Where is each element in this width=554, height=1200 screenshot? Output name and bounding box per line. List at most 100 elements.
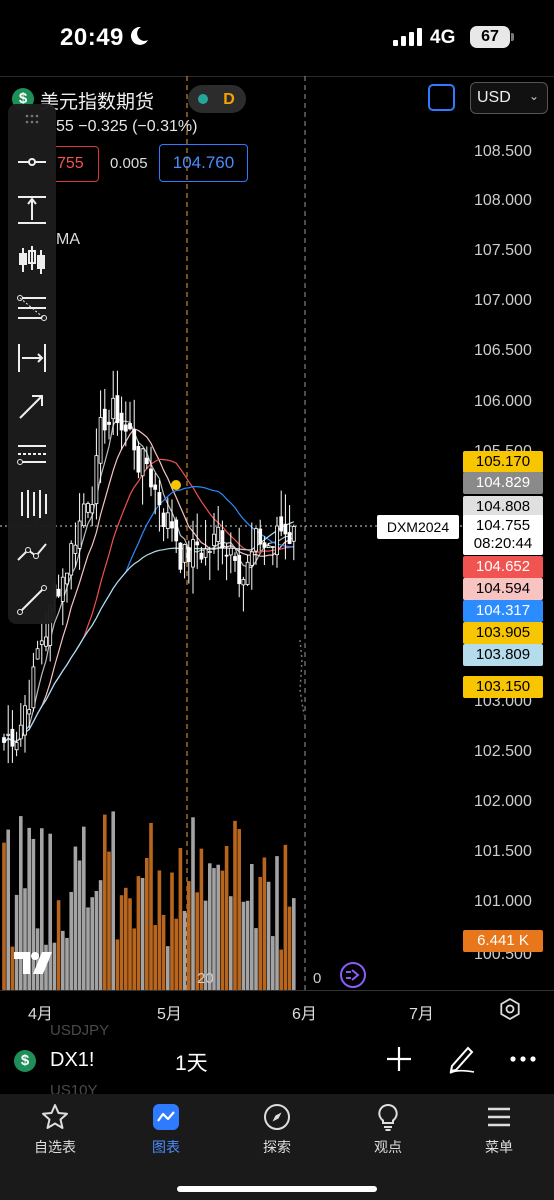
drag-handle-icon[interactable] <box>14 110 50 130</box>
pen-icon[interactable] <box>446 1042 478 1074</box>
price-axis-label: 101.000 <box>474 893 532 910</box>
trend-line-icon[interactable] <box>14 582 50 618</box>
volume-bar <box>266 881 271 990</box>
volume-bar <box>2 842 6 990</box>
volume-bar <box>191 817 195 990</box>
candle-body <box>279 516 284 532</box>
candle-body <box>216 526 221 542</box>
volume-bar <box>98 880 103 990</box>
tab-ideas[interactable]: 观点 <box>333 1094 443 1164</box>
volume-bar <box>132 928 136 990</box>
volume-bar <box>119 895 124 990</box>
candle-body <box>149 468 153 488</box>
candle-body <box>241 579 246 586</box>
fib-retracement-icon[interactable] <box>14 290 50 326</box>
volume-bars <box>2 811 296 990</box>
price-tag: 105.170 <box>463 451 543 473</box>
candle-body <box>69 543 74 576</box>
currency-select[interactable]: USD ⌄ <box>470 82 548 114</box>
candle-body <box>245 561 250 585</box>
volume-bar <box>61 930 65 990</box>
volume-bar <box>103 814 107 990</box>
tab-label: 探索 <box>263 1139 291 1155</box>
volume-bar <box>250 864 254 990</box>
tab-explore[interactable]: 探索 <box>222 1094 332 1164</box>
volume-bar <box>212 868 216 990</box>
time-label-may: 5月 <box>157 1006 182 1023</box>
symbol-title[interactable]: 美元指数期货 <box>40 92 155 113</box>
battery-tip <box>511 33 514 41</box>
volume-bar <box>14 894 19 990</box>
volume-bar <box>140 877 145 990</box>
volume-bar <box>136 876 141 990</box>
date-range-icon[interactable] <box>14 340 50 376</box>
pitchfork-icon[interactable] <box>14 486 50 522</box>
header-divider <box>0 76 554 77</box>
price-axis-label: 102.500 <box>474 743 532 760</box>
time-label-apr: 4月 <box>28 1006 53 1023</box>
symbol-code-button[interactable]: DX1! <box>50 1049 95 1071</box>
arrow-icon[interactable] <box>14 388 50 424</box>
candle-body <box>212 533 216 547</box>
horizontal-line-icon[interactable] <box>14 144 50 180</box>
candle-body <box>291 526 296 542</box>
candle-body <box>207 551 212 553</box>
market-status-pill[interactable]: D <box>188 85 246 113</box>
plus-icon[interactable] <box>384 1044 414 1074</box>
buy-price-button[interactable]: 104.760 <box>159 144 248 182</box>
vertical-measure-icon[interactable] <box>14 192 50 228</box>
volume-bar <box>27 827 31 990</box>
tab-watchlist[interactable]: 自选表 <box>0 1094 110 1164</box>
compare-symbol-tag[interactable]: DXM2024 <box>377 515 459 539</box>
event-day-label: 20 <box>197 970 214 987</box>
volume-bar <box>23 888 27 990</box>
candle-body <box>287 532 292 544</box>
volume-bar <box>178 848 183 990</box>
network-label: 4G <box>430 27 456 48</box>
candle-body <box>6 733 11 736</box>
chart-settings-icon[interactable] <box>498 997 522 1021</box>
sell-price-button[interactable]: 755 <box>52 146 99 182</box>
tab-bar: 自选表 图表 探索 观点 菜单 <box>0 1094 554 1200</box>
tab-label: 图表 <box>152 1139 180 1155</box>
volume-bar <box>48 833 52 990</box>
price-tag: 103.809 <box>463 644 543 666</box>
price-tag-time: 08:20:44 <box>473 535 533 552</box>
candle-body <box>31 666 36 709</box>
volume-bar <box>271 936 275 990</box>
candle-body <box>254 528 258 552</box>
volume-bar <box>90 897 94 990</box>
parallel-channel-icon[interactable] <box>14 436 50 472</box>
indicator-label[interactable]: MA <box>56 231 80 248</box>
tab-chart[interactable]: 图表 <box>111 1094 221 1164</box>
price-chart[interactable] <box>0 76 554 990</box>
candle-body <box>77 520 82 549</box>
candle-body <box>203 548 208 558</box>
candle-body <box>128 423 132 430</box>
volume-tag: 6.441 K <box>463 930 543 952</box>
candles-icon[interactable] <box>14 242 50 278</box>
candle-body <box>60 576 65 602</box>
candle-body <box>157 492 162 506</box>
volume-bar <box>174 918 178 990</box>
event-dot <box>171 480 181 490</box>
price-axis-label: 106.500 <box>474 342 532 359</box>
volume-bar <box>292 898 296 990</box>
candle-body <box>27 709 32 715</box>
time-label-jul: 7月 <box>409 1006 434 1023</box>
candle-body <box>161 512 166 528</box>
volume-bar <box>187 881 191 990</box>
more-icon[interactable] <box>508 1047 538 1071</box>
candle-body <box>170 521 174 529</box>
go-to-realtime-icon[interactable] <box>339 961 367 989</box>
dollar-icon: $ <box>14 1050 36 1072</box>
home-indicator <box>177 1186 377 1192</box>
candle-body <box>102 408 107 431</box>
tab-menu[interactable]: 菜单 <box>444 1094 554 1164</box>
fullscreen-icon[interactable] <box>428 84 455 111</box>
volume-bar <box>86 907 90 990</box>
interval-button[interactable]: 1天 <box>175 1052 208 1075</box>
trend-path-icon[interactable] <box>14 534 50 570</box>
battery-icon: 67 <box>470 26 510 48</box>
candle-body <box>107 421 111 425</box>
